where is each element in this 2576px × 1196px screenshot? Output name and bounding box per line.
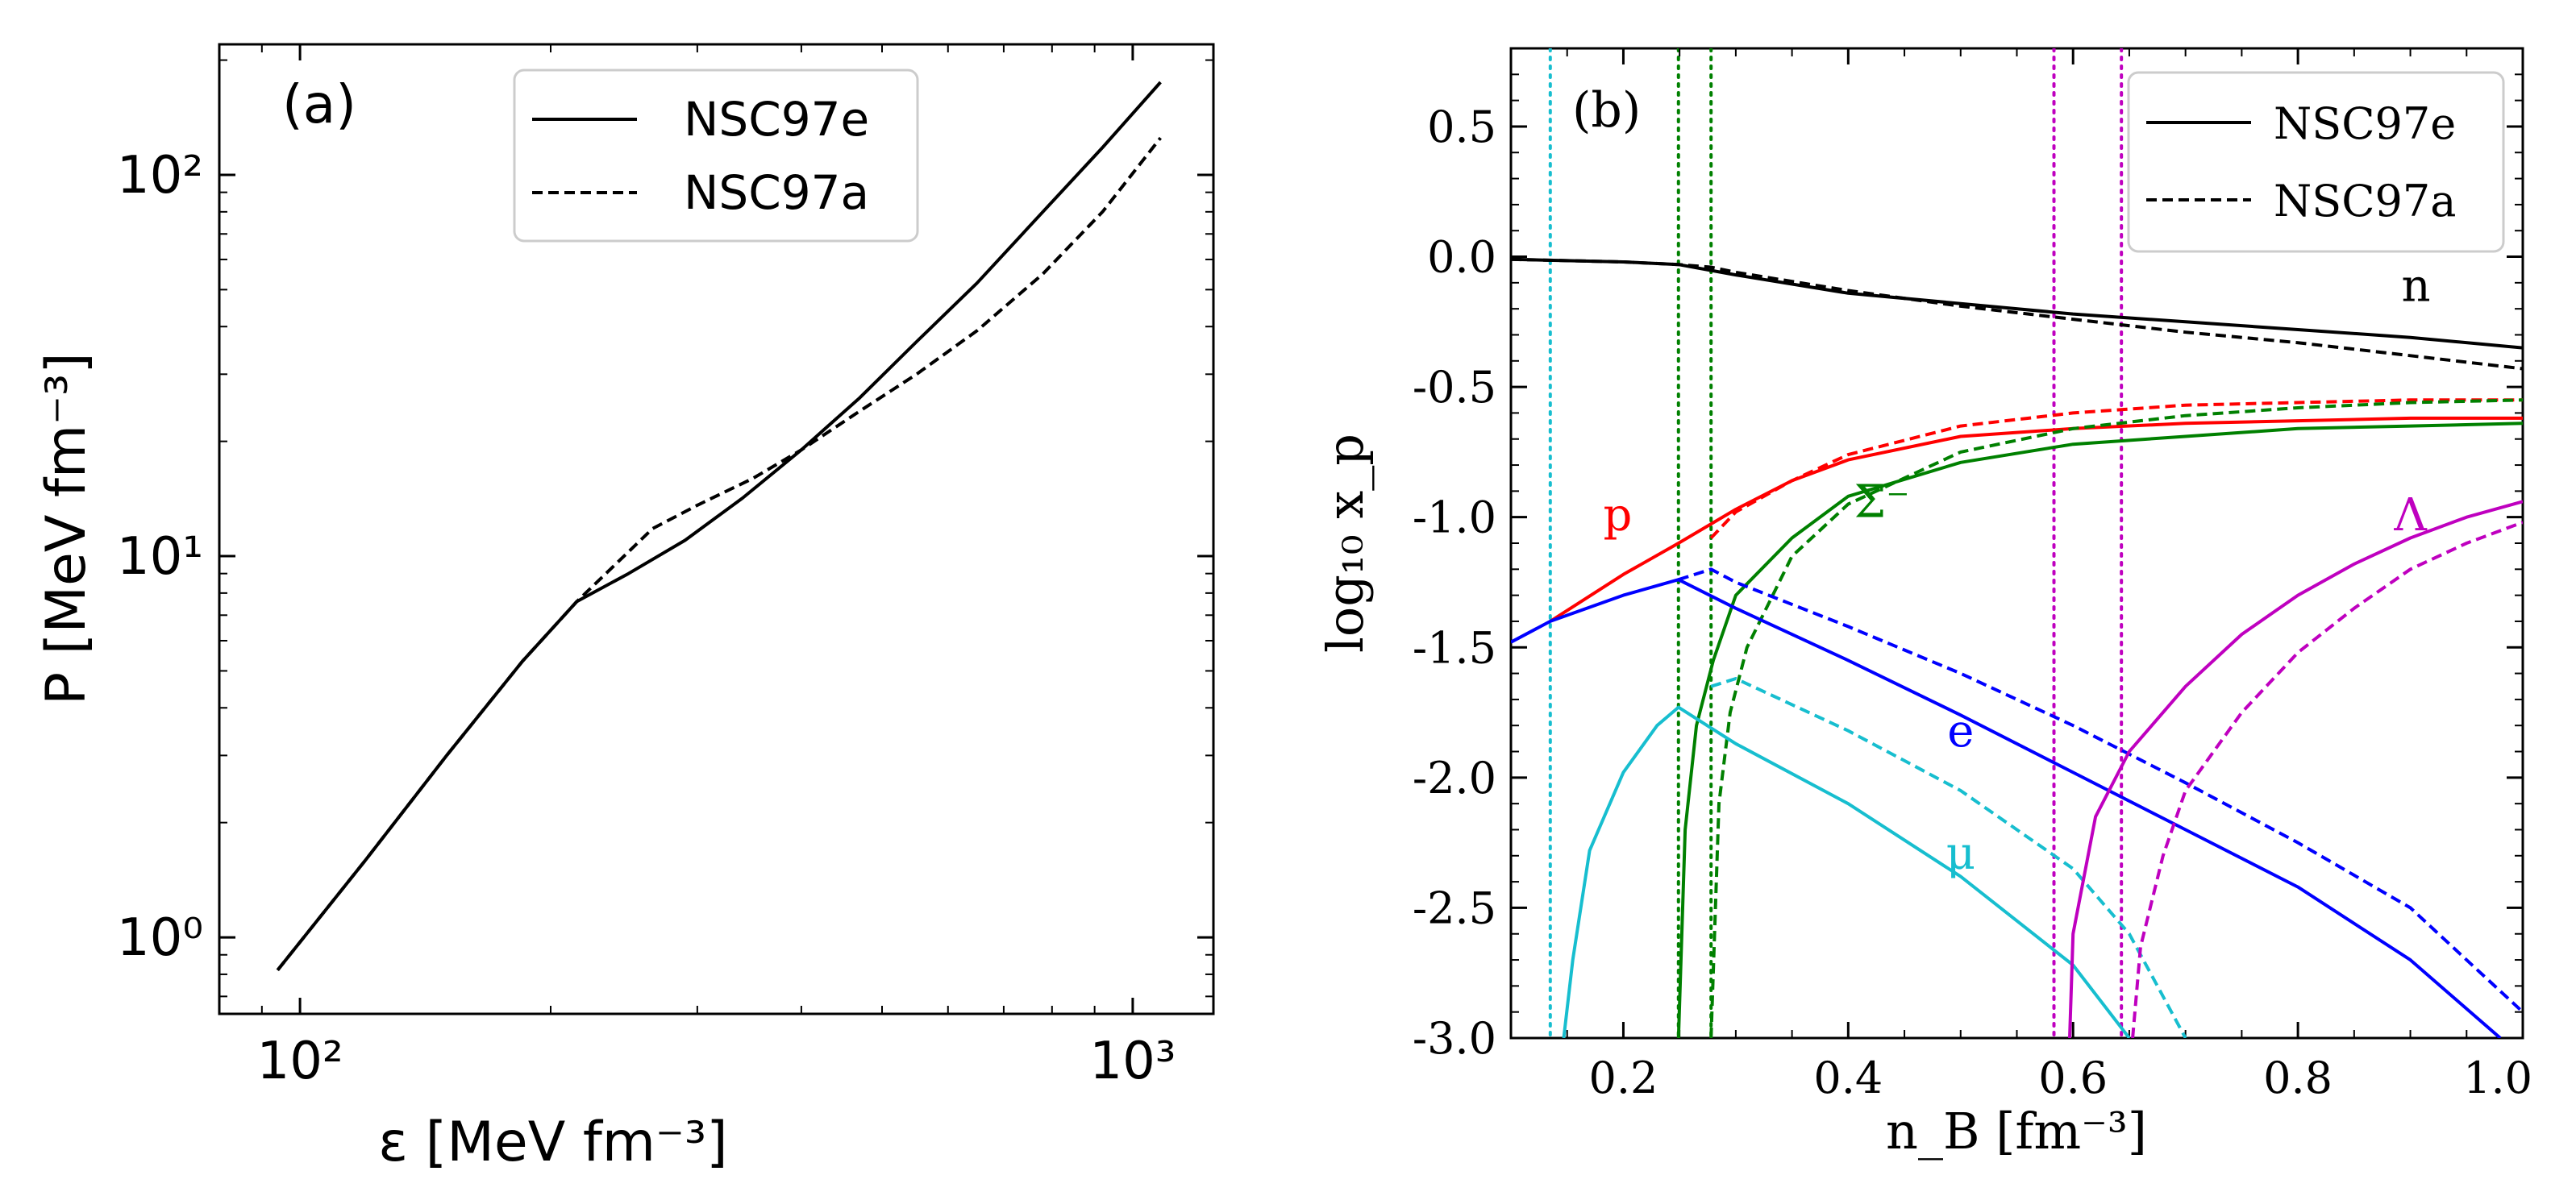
panel-a-series-nsc97a [276,136,1162,972]
panel-a: 10² 10³ 10⁰ 10¹ 10² (a) NSC97e NSC97a ε [MeV… [35,43,1215,1174]
panel-b-species-label-mu: μ [1946,828,1975,880]
panel-b-ticks [1511,48,2524,1040]
panel-b-y-tick-label: -2.0 [1413,753,1496,804]
panel-b-species-label-p: p [1604,489,1633,542]
panel-a-x-tick-label: 10³ [1089,1032,1176,1091]
panel-b-species-labels: n p Σ⁻ e μ Λ [1604,260,2431,879]
panel-b-series-n-nsc97a [1511,257,2523,371]
panel-b-y-tick-label: 0.5 [1427,102,1496,152]
panel-a-tick-labels: 10² 10³ 10⁰ 10¹ 10² [117,146,1176,1091]
panel-b-species-label-: Σ⁻ [1854,476,1910,529]
panel-b-legend-box [2127,71,2505,253]
panel-b-y-tick-label: -3.0 [1413,1013,1496,1064]
panel-b-x-axis-label: n_B [fm⁻³] [1886,1102,2147,1161]
panel-a-y-axis-label: P [MeV fm⁻³] [35,352,98,705]
panel-a-legend: NSC97e NSC97a [513,69,919,243]
panel-b-y-axis-label: log₁₀ x_p [1316,434,1375,653]
panel-a-series [276,81,1162,972]
panel-b-legend-label-nsc97a: NSC97a [2274,176,2456,226]
panel-a-legend-box [513,69,919,243]
panel-a-annotation: (a) [282,73,356,135]
panel-b-y-tick-label: -1.0 [1413,492,1496,543]
panel-b-y-tick-label: -0.5 [1413,362,1496,413]
panel-b-series-nsc97a [1709,398,2523,1038]
panel-b-series-mu-nsc97a [1710,677,2187,1038]
panel-b-series [1511,257,2523,1038]
panel-b-x-tick-label: 1.0 [2463,1053,2532,1103]
panel-b-annotation: (b) [1572,82,1641,139]
panel-a-x-tick-label: 10² [257,1032,343,1091]
panel-b-series-e-nsc97e [1511,578,2502,1038]
panel-b-species-label-: Λ [2393,489,2427,542]
panel-a-y-tick-label: 10⁰ [117,908,203,968]
panel-b-species-label-n: n [2401,260,2430,312]
panel-b-y-tick-label: 0.0 [1427,232,1496,283]
panel-b-series-nsc97e [1676,422,2523,1038]
panel-b-series-p-nsc97a [1709,398,2523,539]
panel-b-y-tick-label: -1.5 [1413,622,1496,673]
panel-b-series-nsc97a [2131,521,2523,1038]
panel-b-species-label-e: e [1947,705,1974,758]
panel-a-legend-label-nsc97a: NSC97a [684,165,869,220]
panel-b-series-p-nsc97e [1549,416,2523,623]
panel-b-x-tick-label: 0.4 [1813,1053,1883,1103]
panel-b-series-e-nsc97a [1678,567,2523,1014]
panel-b-x-tick-label: 0.6 [2038,1053,2108,1103]
panel-b: 0.2 0.4 0.6 0.8 1.0 0.5 0.0 -0.5 -1.0 -1.5 -2.0 -2.… [1316,47,2532,1161]
panel-b-series-nsc97e [2068,500,2523,1038]
panel-b-legend: NSC97e NSC97a [2127,71,2505,253]
panel-b-legend-label-nsc97e: NSC97e [2274,98,2456,149]
panel-a-x-axis-label: ε [MeV fm⁻³] [378,1111,727,1174]
panel-a-legend-label-nsc97e: NSC97e [684,92,869,147]
panel-b-y-tick-label: -2.5 [1413,882,1496,933]
panel-b-tick-labels: 0.2 0.4 0.6 0.8 1.0 0.5 0.0 -0.5 -1.0 -1.5 -2.0 -2.… [1413,102,2532,1103]
panel-a-ticks [219,44,1213,1014]
panel-b-x-tick-label: 0.8 [2263,1053,2333,1103]
panel-b-series-mu-nsc97e [1562,705,2131,1038]
panel-a-y-tick-label: 10¹ [117,527,203,587]
panel-a-y-tick-label: 10² [117,146,203,206]
panel-b-x-tick-label: 0.2 [1588,1053,1658,1103]
